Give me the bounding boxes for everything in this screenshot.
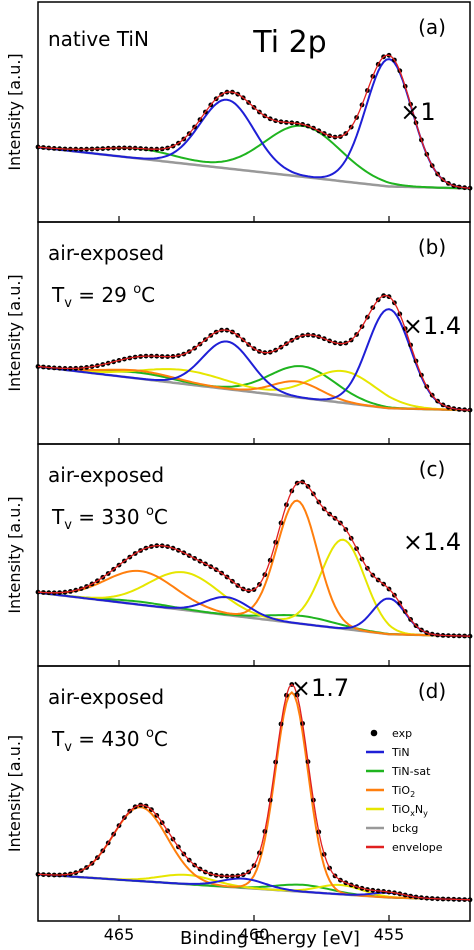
series-tioxny <box>37 365 471 412</box>
series-envelope <box>37 481 471 637</box>
panel-letter: (a) <box>418 15 446 39</box>
y-axis-label: Intensity [a.u.] <box>5 274 24 391</box>
temp-unit: C <box>154 727 168 751</box>
panel-label: air-exposed <box>48 241 164 265</box>
legend-label: bckg <box>392 822 418 835</box>
legend-label-mid: N <box>415 803 423 816</box>
legend-marker <box>370 729 378 737</box>
y-axis-label: Intensity [a.u.] <box>5 496 24 613</box>
temp-subscript: v <box>64 296 72 311</box>
legend-label-main: TiN-sat <box>391 765 431 778</box>
legend-item-tin-sat: TiN-sat <box>366 765 431 778</box>
panel-d: Intensity [a.u.] (d) air-exposed Tv = 430 o… <box>5 665 473 922</box>
panel-label: native TiN <box>48 27 149 51</box>
legend-label-main: TiO <box>391 784 410 797</box>
legend-label: TiN-sat <box>391 765 431 778</box>
series-tio2 <box>37 365 470 412</box>
panel-letter: (b) <box>418 235 446 259</box>
legend-label-main: envelope <box>392 841 443 854</box>
panels-layer: Intensity [a.u.](a)native TiN Ti 2p×1Inte… <box>5 1 473 922</box>
temperature-label: Tv = 430 oC <box>51 726 168 755</box>
legend-item-tioxny: TiOxNy <box>366 803 428 818</box>
panel-c: Intensity [a.u.] (c) air-exposed Tv = 330 o… <box>5 443 473 667</box>
series-envelope <box>37 683 471 901</box>
exp-point <box>467 185 473 191</box>
legend-item-tin: TiN <box>366 746 410 759</box>
temp-symbol: T <box>51 727 65 751</box>
legend-label-sub: 2 <box>410 790 415 799</box>
temp-degree: o <box>146 726 154 741</box>
legend-label: TiOxNy <box>391 803 428 818</box>
temp-degree: o <box>133 282 141 297</box>
legend-label: TiO2 <box>391 784 415 799</box>
scale-factor: ×1.7 <box>291 674 349 702</box>
legend-label-sub2: y <box>423 809 428 818</box>
panel-letter: (c) <box>419 457 446 481</box>
x-tick-label: 465 <box>104 925 135 944</box>
legend-label-main: TiN <box>391 746 410 759</box>
y-axis-label: Intensity [a.u.] <box>5 735 24 852</box>
temperature-label: Tv = 29 oC <box>51 282 155 311</box>
panel-label: air-exposed <box>48 463 164 487</box>
temp-unit: C <box>141 283 155 307</box>
panel-b: Intensity [a.u.] (b) air-exposed Tv = 29 oC… <box>5 221 473 445</box>
series-envelope <box>37 54 471 189</box>
exp-point <box>35 871 41 877</box>
legend-item-envelope: envelope <box>366 841 443 854</box>
series-tin <box>37 58 471 190</box>
panel-letter: (d) <box>418 679 446 703</box>
panel-title: Ti 2p <box>252 25 326 60</box>
series-tioxny <box>37 538 471 638</box>
legend-item-bckg: bckg <box>366 822 418 835</box>
temp-symbol: T <box>51 505 65 529</box>
temp-subscript: v <box>64 740 72 755</box>
series-tin-sat <box>37 124 470 190</box>
series-envelope <box>37 294 471 411</box>
temp-degree: o <box>146 504 154 519</box>
scale-factor: ×1 <box>400 98 435 126</box>
temperature-label: Tv = 330 oC <box>51 504 168 533</box>
scale-factor: ×1.4 <box>403 528 461 556</box>
series-tio2 <box>37 499 471 638</box>
temp-symbol: T <box>51 283 65 307</box>
temp-value: = 29 <box>72 283 133 307</box>
x-tick-label: 460 <box>239 925 270 944</box>
legend-label-main: TiO <box>391 803 410 816</box>
scale-factor: ×1.4 <box>403 312 461 340</box>
x-tick-label: 455 <box>374 925 405 944</box>
temp-value: = 330 <box>72 505 146 529</box>
series-bckg <box>37 146 470 190</box>
legend-label: envelope <box>392 841 443 854</box>
x-axis: 465 460 455 <box>104 925 405 944</box>
series-tin <box>37 308 471 412</box>
legend-label: exp <box>392 727 412 740</box>
legend-label-sub: x <box>410 809 415 818</box>
y-axis-label: Intensity [a.u.] <box>5 53 24 170</box>
x-axis-label: Binding Energy [eV] <box>180 928 360 949</box>
temp-unit: C <box>154 505 168 529</box>
legend-label-main: bckg <box>392 822 418 835</box>
legend-item-tio2: TiO2 <box>366 784 415 799</box>
temp-value: = 430 <box>72 727 146 751</box>
legend-item-exp: exp <box>370 727 412 740</box>
legend-label: TiN <box>391 746 410 759</box>
panel-label: air-exposed <box>48 685 164 709</box>
panel-a: Intensity [a.u.] (a) native TiN Ti 2p ×1 <box>5 1 473 223</box>
temp-subscript: v <box>64 518 72 533</box>
legend-label-main: exp <box>392 727 412 740</box>
